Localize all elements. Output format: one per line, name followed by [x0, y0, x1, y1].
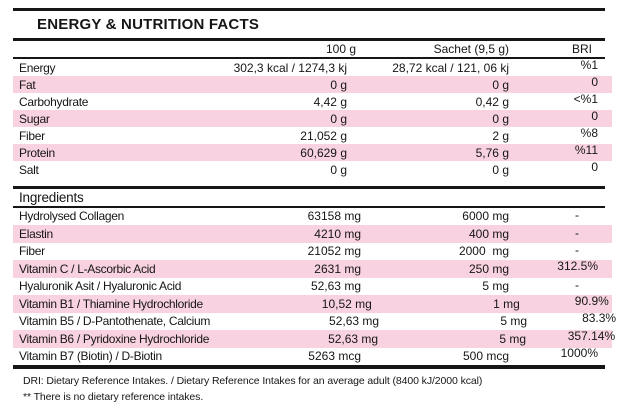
value-sachet: 400 mg	[468, 226, 509, 241]
column-header-per-100g: 100 g	[325, 42, 356, 56]
value-per-100g: 4210 mg	[314, 226, 361, 241]
value-per-100g: 0 g	[330, 111, 347, 126]
value-per-100g: 4,42 g	[313, 94, 347, 109]
value-sachet: 2000 mg	[458, 244, 509, 259]
nutrition-row-fat: Fat 0 g 0 g 0	[13, 74, 612, 93]
nutrition-row-fiber: Fiber 21,052 g 2 g %8	[13, 125, 612, 144]
column-header-row: 100 g Sachet (9,5 g) BRI	[13, 41, 612, 57]
value-sachet: 5 mg	[499, 331, 527, 346]
value-bri: %8	[580, 125, 598, 140]
ingredient-row-hydrolysed-collagen: Hydrolysed Collagen 63158 mg 6000 mg -	[13, 208, 612, 226]
value-sachet: 5 mg	[500, 314, 528, 329]
value-bri: -	[575, 243, 579, 258]
value-sachet: 250 mg	[468, 261, 509, 276]
value-sachet: 1 mg	[493, 296, 520, 311]
nutrition-table: ENERGY & NUTRITION FACTS 100 g Sachet (9…	[13, 8, 616, 405]
value-per-100g: 21,052 g	[300, 128, 347, 143]
divider	[13, 57, 605, 59]
divider	[13, 8, 605, 11]
value-per-100g: 52,63 mg	[310, 279, 361, 294]
value-bri: 1000%	[560, 346, 598, 361]
footnote-no-dri: ** There is no dietary reference intakes…	[23, 390, 204, 403]
column-header-sachet: Sachet (9,5 g)	[433, 42, 509, 56]
row-label: Vitamin C / L-Ascorbic Acid	[19, 261, 156, 276]
value-per-100g: 2631 mg	[314, 261, 361, 276]
ingredient-row-hyaluronic-acid: Hyaluronik Asit / Hyaluronic Acid 52,63 …	[13, 278, 612, 296]
value-bri: 0	[591, 159, 598, 174]
value-bri: 90.9%	[574, 293, 609, 308]
value-sachet: 0 g	[492, 77, 509, 92]
row-label: Sugar	[19, 111, 50, 126]
value-bri: 312.5%	[557, 258, 598, 273]
nutrition-row-salt: Salt 0 g 0 g 0	[13, 159, 612, 178]
value-sachet: 0,42 g	[475, 94, 509, 109]
page-title: ENERGY & NUTRITION FACTS	[37, 16, 260, 33]
divider	[13, 38, 605, 41]
row-label: Vitamin B5 / D-Pantothenate, Calcium	[19, 314, 211, 329]
value-per-100g: 21052 mg	[307, 244, 361, 259]
row-label: Vitamin B1 / Thiamine Hydrochloride	[19, 296, 203, 311]
value-sachet: 2 g	[492, 128, 509, 143]
value-bri: -	[575, 208, 579, 223]
row-label: Salt	[19, 162, 39, 177]
row-label: Fat	[19, 77, 36, 92]
ingredient-row-vitamin-b5: Vitamin B5 / D-Pantothenate, Calcium 52,…	[13, 311, 616, 331]
spacer	[13, 178, 612, 186]
value-bri: 0	[591, 74, 598, 89]
row-label: Carbohydrate	[19, 94, 89, 109]
divider	[13, 206, 605, 208]
row-label: Hyaluronik Asit / Hyaluronic Acid	[19, 279, 182, 294]
value-per-100g: 52,63 mg	[329, 314, 380, 329]
ingredient-row-vitamin-b7: Vitamin B7 (Biotin) / D-Biotin 5263 mcg …	[13, 346, 612, 366]
nutrition-row-protein: Protein 60,629 g 5,76 g %11	[13, 142, 612, 161]
nutrition-row-energy: Energy 302,3 kcal / 1274,3 kj 28,72 kcal…	[13, 57, 612, 76]
value-per-100g: 5263 mcg	[308, 349, 361, 364]
row-label: Fiber	[19, 128, 45, 143]
value-per-100g: 60,629 g	[300, 145, 347, 160]
ingredient-row-vitamin-c: Vitamin C / L-Ascorbic Acid 2631 mg 250 …	[13, 258, 612, 278]
divider	[13, 365, 605, 369]
value-bri: 357.14%	[567, 328, 616, 343]
ingredient-row-elastin: Elastin 4210 mg 400 mg -	[13, 225, 612, 243]
value-bri: -	[575, 278, 579, 293]
value-bri: %1	[580, 57, 598, 72]
value-per-100g: 0 g	[330, 162, 347, 177]
value-sachet: 0 g	[492, 111, 509, 126]
value-bri: -	[575, 225, 579, 240]
value-per-100g: 0 g	[330, 77, 347, 92]
row-label: Protein	[19, 145, 55, 160]
row-label: Fiber	[19, 244, 45, 259]
footnotes: DRI: Dietary Reference Intakes. / Dietar…	[13, 369, 612, 405]
value-bri: %11	[574, 142, 598, 157]
value-sachet: 28,72 kcal / 121, 06 kj	[392, 60, 509, 75]
value-bri: 83.3%	[582, 311, 617, 326]
value-sachet: 0 g	[492, 162, 509, 177]
footnote-dri: DRI: Dietary Reference Intakes. / Dietar…	[23, 375, 483, 387]
value-per-100g: 63158 mg	[307, 209, 361, 224]
value-sachet: 5 mg	[482, 279, 509, 294]
value-sachet: 500 mcg	[462, 349, 509, 364]
row-label: Energy	[19, 60, 56, 75]
row-label: Elastin	[19, 226, 53, 241]
divider	[13, 186, 605, 189]
ingredient-row-fiber: Fiber 21052 mg 2000 mg -	[13, 243, 612, 261]
value-sachet: 6000 mg	[462, 209, 509, 224]
value-bri: 0	[591, 108, 598, 123]
column-header-bri: BRI	[571, 42, 592, 56]
ingredient-row-vitamin-b6: Vitamin B6 / Pyridoxine Hydrochloride 52…	[13, 329, 615, 348]
value-per-100g: 302,3 kcal / 1274,3 kj	[233, 60, 347, 75]
ingredients-section-heading: Ingredients	[19, 190, 84, 205]
nutrition-row-sugar: Sugar 0 g 0 g 0	[13, 108, 612, 127]
nutrition-row-carbohydrate: Carbohydrate 4,42 g 0,42 g <%1	[13, 91, 612, 110]
value-per-100g: 10,52 mg	[321, 296, 372, 311]
ingredient-row-vitamin-b1: Vitamin B1 / Thiamine Hydrochloride 10,5…	[13, 294, 612, 313]
value-per-100g: 52,63 mg	[328, 331, 379, 346]
value-bri: <%1	[573, 91, 598, 106]
row-label: Vitamin B7 (Biotin) / D-Biotin	[19, 349, 162, 364]
value-sachet: 5,76 g	[475, 145, 509, 160]
row-label: Vitamin B6 / Pyridoxine Hydrochloride	[19, 331, 210, 346]
row-label: Hydrolysed Collagen	[19, 209, 125, 224]
